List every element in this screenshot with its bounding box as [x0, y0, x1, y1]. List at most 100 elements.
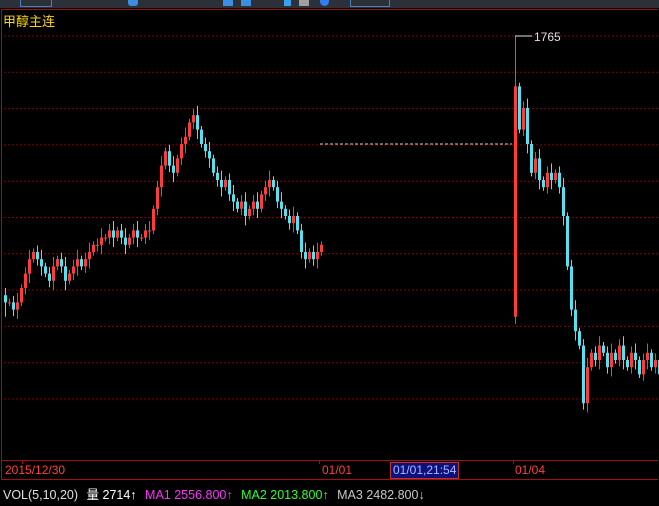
candle-body — [32, 252, 35, 260]
candle-body — [12, 302, 15, 310]
candle-body — [140, 237, 143, 239]
candle-body — [272, 180, 275, 188]
candle-body — [654, 360, 657, 368]
candle-body — [614, 352, 617, 360]
candle-body — [550, 172, 553, 180]
axis-tick — [319, 460, 320, 464]
candle-body — [292, 216, 295, 224]
candle-body — [236, 201, 239, 209]
candle-body — [96, 244, 99, 246]
candle-body — [168, 151, 171, 166]
candle-body — [578, 331, 581, 346]
candle-body — [24, 273, 27, 288]
x-label: 01/01 — [322, 463, 353, 477]
candle-body — [248, 208, 251, 216]
vol-label: VOL(5,10,20) — [3, 488, 79, 502]
candle-body — [76, 259, 79, 267]
candle-body — [208, 151, 211, 159]
candle-body — [136, 230, 139, 238]
toolbar-icon[interactable] — [284, 0, 291, 6]
candle-body — [598, 345, 601, 360]
candle-body — [538, 158, 541, 180]
candle-body — [534, 158, 537, 173]
candle-body — [316, 252, 319, 260]
toolbar-icon[interactable] — [223, 0, 233, 6]
candle-body — [80, 259, 83, 267]
candle-body — [594, 352, 597, 360]
candle-body — [546, 172, 549, 188]
candle-body — [60, 259, 63, 267]
candle-body — [268, 180, 271, 188]
candle-body — [88, 252, 91, 260]
candle-body — [256, 201, 259, 209]
candle-body — [120, 230, 123, 238]
candle-body — [100, 237, 103, 245]
candle-body — [68, 273, 71, 281]
candle-body — [562, 187, 565, 216]
candle-body — [28, 259, 31, 274]
candle-body — [48, 273, 51, 281]
candle-body — [224, 180, 227, 188]
candle-body — [108, 230, 111, 238]
toolbar-icon[interactable] — [241, 0, 251, 6]
candle-body — [228, 180, 231, 195]
candle-body — [232, 194, 235, 202]
vol-ma1: MA1 2556.800↑ — [145, 488, 233, 502]
candle-body — [630, 352, 633, 368]
candle-body — [530, 144, 533, 173]
candle-body — [622, 345, 625, 360]
candle-body — [304, 252, 307, 260]
instrument-title: 甲醇主连 — [3, 14, 56, 29]
candle-body — [56, 259, 59, 267]
candle-body — [212, 158, 215, 173]
candle-body — [586, 367, 589, 404]
candle-body — [312, 252, 315, 260]
candle-body — [288, 216, 291, 224]
candle-body — [606, 352, 609, 368]
volume-indicator-bar: VOL(5,10,20) 量 2714↑ MA1 2556.800↑ MA2 2… — [3, 484, 430, 503]
candle-body — [300, 230, 303, 252]
candle-body — [156, 187, 159, 209]
candle-body — [582, 345, 585, 404]
candle-body — [260, 194, 263, 209]
candle-body — [180, 144, 183, 159]
x-label: 01/04 — [515, 463, 546, 477]
period-select[interactable] — [350, 0, 390, 7]
candle-body — [646, 352, 649, 360]
candle-body — [638, 360, 641, 375]
candle-body — [4, 295, 7, 303]
candle-body — [244, 201, 247, 216]
candle-body — [20, 288, 23, 303]
candle-body — [514, 86, 517, 317]
candle-body — [542, 180, 545, 188]
kline-chart[interactable] — [0, 0, 659, 460]
candle-body — [92, 244, 95, 252]
vol-ma2: MA2 2013.800↑ — [241, 488, 329, 502]
time-axis: 2015/12/30 01/01 01/01,21:54 01/04 — [1, 460, 658, 480]
candle-body — [36, 252, 39, 260]
candle-body — [558, 172, 561, 188]
toolbar-button[interactable] — [20, 0, 52, 7]
candle-body — [590, 352, 593, 368]
candle-body — [574, 309, 577, 332]
toolbar-icon[interactable] — [128, 0, 138, 6]
candle-body — [602, 345, 605, 353]
toolbar-icon[interactable] — [299, 0, 309, 6]
candle-body — [526, 108, 529, 144]
candle-body — [276, 187, 279, 202]
toolbar — [0, 0, 659, 8]
candle-body — [264, 187, 267, 195]
candle-body — [240, 201, 243, 209]
candle-body — [16, 302, 19, 310]
candle-body — [52, 266, 55, 281]
candle-body — [216, 172, 219, 180]
candle-body — [570, 266, 573, 310]
toolbar-icon[interactable] — [320, 0, 329, 6]
candle-body — [280, 201, 283, 209]
candle-body — [566, 216, 569, 267]
candle-body — [40, 259, 43, 267]
vol-value: 量 2714↑ — [86, 488, 137, 502]
axis-tick — [22, 460, 23, 464]
candle-body — [618, 345, 621, 360]
candle-body — [124, 237, 127, 245]
